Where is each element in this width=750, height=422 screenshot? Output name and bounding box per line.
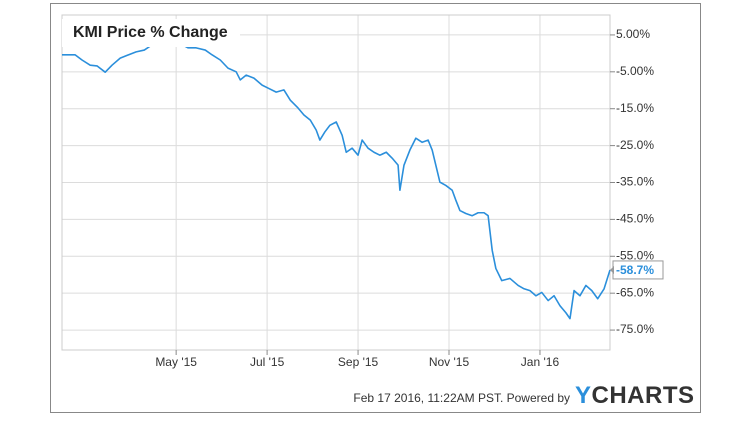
chart-title: KMI Price % Change [73,24,228,41]
x-tick-label: Jan '16 [521,355,560,369]
y-tick-label: -5.00% [616,64,654,78]
value-label: -58.7% [616,263,654,277]
y-tick-label: -35.0% [616,175,654,189]
y-tick-label: -55.0% [616,248,654,262]
value-label-pointer [610,265,614,274]
y-tick-label: -75.0% [616,322,654,336]
frame [50,3,701,413]
x-tick-label: Sep '15 [338,355,379,369]
y-tick-label: -25.0% [616,138,654,152]
x-tick-label: Nov '15 [429,355,470,369]
footer-timestamp: Feb 17 2016, 11:22AM PST. Powered by [353,391,570,405]
x-tick-label: May '15 [155,355,197,369]
title-box [62,19,240,47]
x-tick-label: Jul '15 [250,355,285,369]
y-tick-label: -65.0% [616,285,654,299]
y-tick-label: -15.0% [616,101,654,115]
y-tick-label: 5.00% [616,27,650,41]
y-tick-label: -45.0% [616,212,654,226]
brand-logo: YCHARTS [575,382,695,409]
